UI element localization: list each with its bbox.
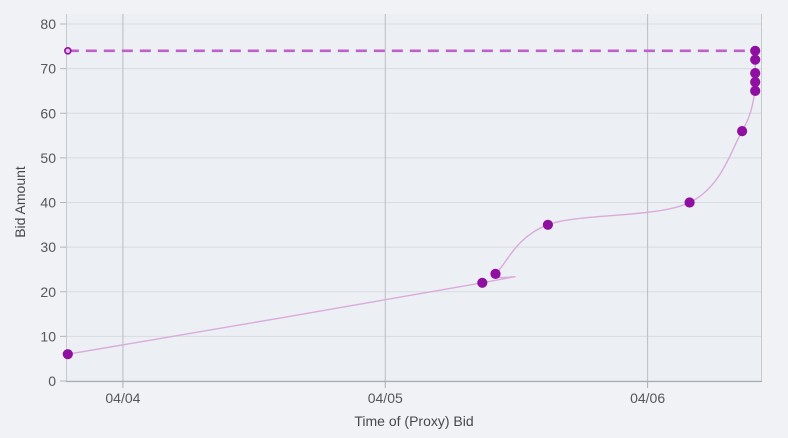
data-point-marker[interactable] — [750, 54, 761, 65]
y-tick-label: 20 — [40, 284, 56, 300]
data-point-marker[interactable] — [490, 268, 501, 279]
y-tick-label: 50 — [40, 150, 56, 166]
x-tick-label: 04/06 — [630, 390, 665, 406]
x-tick-label: 04/05 — [368, 390, 403, 406]
y-tick-label: 10 — [40, 328, 56, 344]
data-point-marker[interactable] — [62, 349, 73, 360]
y-tick-label: 0 — [48, 373, 56, 389]
data-point-marker[interactable] — [737, 126, 748, 137]
data-point-marker[interactable] — [750, 76, 761, 88]
data-point-marker[interactable] — [542, 219, 554, 230]
y-axis-title: Bid Amount — [12, 166, 28, 238]
y-tick-label: 60 — [40, 105, 56, 121]
x-tick-label: 04/04 — [105, 390, 140, 406]
data-point-marker[interactable] — [750, 85, 761, 96]
x-axis-title: Time of (Proxy) Bid — [354, 413, 474, 429]
y-tick-label: 80 — [40, 16, 56, 32]
plot-area — [66, 14, 762, 381]
data-point-marker[interactable] — [477, 277, 488, 288]
dashed-line-start-marker — [64, 46, 72, 55]
y-tick-label: 40 — [40, 195, 56, 211]
data-point-marker[interactable] — [750, 45, 761, 56]
y-tick-label: 70 — [40, 61, 56, 77]
data-point-marker[interactable] — [750, 68, 761, 79]
y-tick-label: 30 — [40, 239, 56, 255]
data-point-marker[interactable] — [684, 197, 695, 208]
